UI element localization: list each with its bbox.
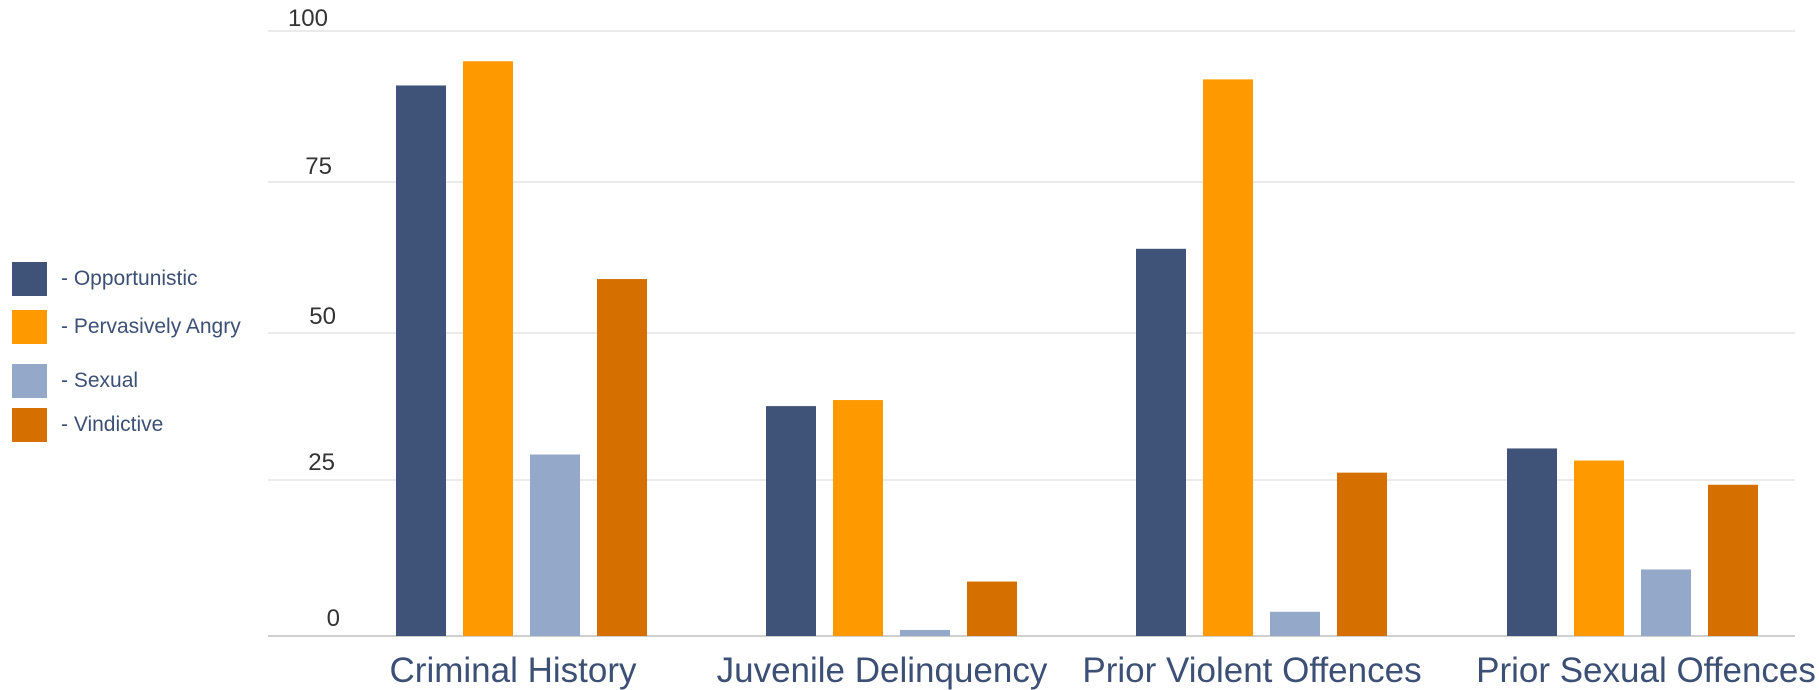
legend: - Opportunistic - Pervasively Angry - Se… [12,262,241,456]
legend-item-pervasively-angry: - Pervasively Angry [12,310,241,344]
legend-label: - Vindictive [61,413,164,436]
bar [1507,448,1557,636]
bar [597,279,647,636]
category-label: Prior Sexual Offences [1476,651,1816,690]
category-label: Juvenile Delinquency [717,651,1048,690]
bar [1136,248,1186,637]
category-labels: Criminal History Juvenile Delinquency Prio… [390,651,1816,690]
y-axis-ticks: 0 25 50 75 100 [288,5,340,632]
y-tick-label: 0 [327,605,340,632]
legend-item-vindictive: - Vindictive [12,408,241,442]
legend-label: - Pervasively Angry [61,315,241,338]
y-tick-label: 75 [305,153,332,180]
category-label: Criminal History [390,651,637,690]
legend-item-sexual: - Sexual [12,364,241,398]
bar [900,629,950,636]
bar [530,454,580,636]
bar [1641,569,1691,636]
y-tick-label: 50 [309,303,336,330]
bars [396,61,1758,637]
legend-label: - Sexual [61,369,139,392]
legend-item-opportunistic: - Opportunistic [12,262,241,296]
legend-swatch [12,364,47,398]
bar [1270,611,1320,636]
bar [1708,484,1758,636]
bar [1203,79,1253,636]
bar [766,406,816,636]
legend-swatch [12,310,47,344]
category-label: Prior Violent Offences [1082,651,1421,690]
bar [967,581,1017,636]
legend-label: - Opportunistic [61,267,198,290]
bar [396,85,446,636]
bar [1574,460,1624,636]
legend-swatch [12,408,47,442]
bar [1337,472,1387,636]
bar [833,400,883,636]
bar [463,61,513,636]
y-tick-label: 100 [288,5,328,32]
legend-swatch [12,262,47,296]
y-tick-label: 25 [308,449,335,476]
